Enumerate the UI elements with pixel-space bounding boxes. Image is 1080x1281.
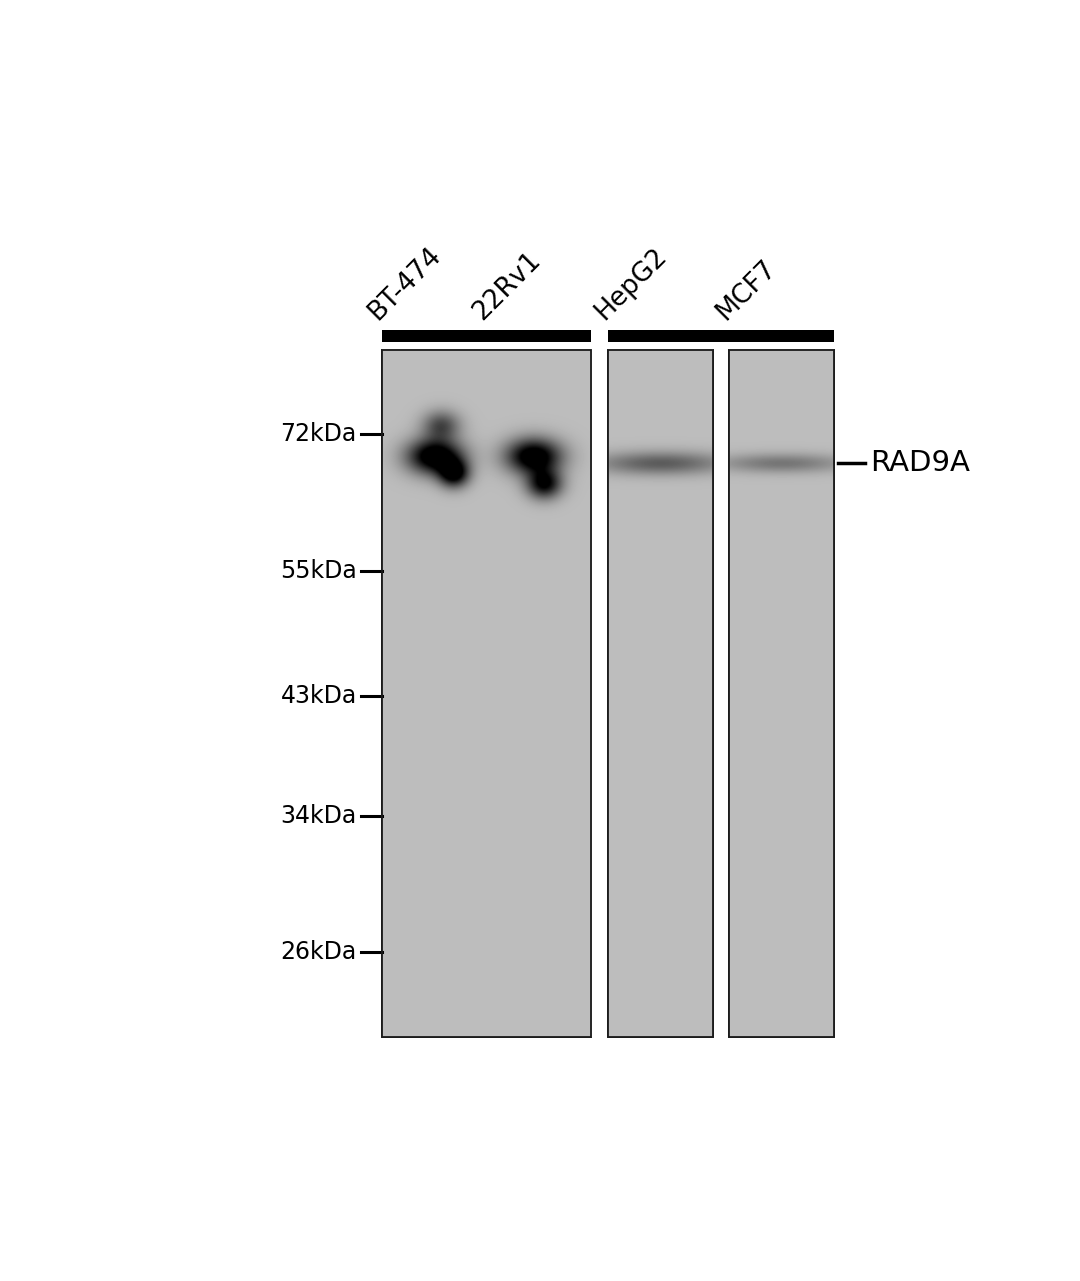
- Text: 34kDa: 34kDa: [281, 804, 356, 828]
- Text: 22Rv1: 22Rv1: [468, 247, 546, 325]
- Text: HepG2: HepG2: [590, 243, 672, 325]
- Bar: [382, 350, 591, 1038]
- Text: RAD9A: RAD9A: [869, 450, 970, 478]
- Bar: [608, 350, 713, 1038]
- Bar: [729, 350, 834, 1038]
- Bar: [608, 350, 713, 1038]
- Text: BT-474: BT-474: [364, 242, 447, 325]
- Text: MCF7: MCF7: [711, 255, 781, 325]
- Bar: [729, 350, 834, 1038]
- Bar: [382, 350, 591, 1038]
- Text: 26kDa: 26kDa: [281, 940, 356, 965]
- Text: 72kDa: 72kDa: [281, 423, 356, 446]
- Bar: [608, 330, 834, 342]
- Text: 55kDa: 55kDa: [280, 560, 356, 583]
- Bar: [382, 330, 591, 342]
- Text: 43kDa: 43kDa: [281, 684, 356, 708]
